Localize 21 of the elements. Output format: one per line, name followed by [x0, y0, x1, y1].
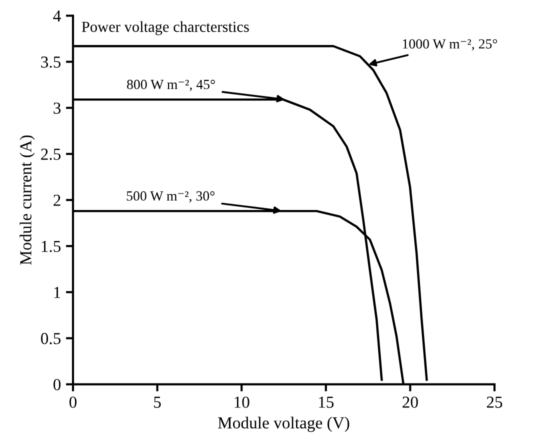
annotation: 800 W m⁻², 45°	[127, 80, 215, 92]
chart-title: Power voltage charcterstics	[82, 21, 249, 36]
y-tick-label: 0.5	[40, 332, 61, 344]
x-tick-label: 15	[319, 396, 334, 408]
x-tick-label: 5	[154, 396, 161, 408]
annotation: 1000 W m⁻², 25°	[402, 39, 498, 51]
y-tick-label: 2.5	[41, 148, 61, 160]
y-tick-label: 1	[54, 286, 60, 298]
x-tick-label: 20	[402, 396, 418, 408]
x-axis-title: Module voltage (V)	[218, 416, 350, 432]
y-tick-label: 1.5	[42, 240, 61, 252]
y-tick-label: 3	[54, 102, 61, 114]
annotation: 500 W m⁻², 30°	[126, 191, 214, 203]
y-tick-label: 3.5	[41, 56, 61, 68]
x-tick-label: 10	[234, 396, 250, 408]
y-axis-title: Module current (A)	[20, 135, 35, 265]
x-tick-label: 0	[69, 396, 77, 408]
y-tick-label: 4	[53, 10, 61, 22]
y-tick-label: 0	[53, 379, 61, 390]
x-tick-label: 25	[486, 396, 502, 408]
y-tick-label: 2	[54, 194, 60, 206]
